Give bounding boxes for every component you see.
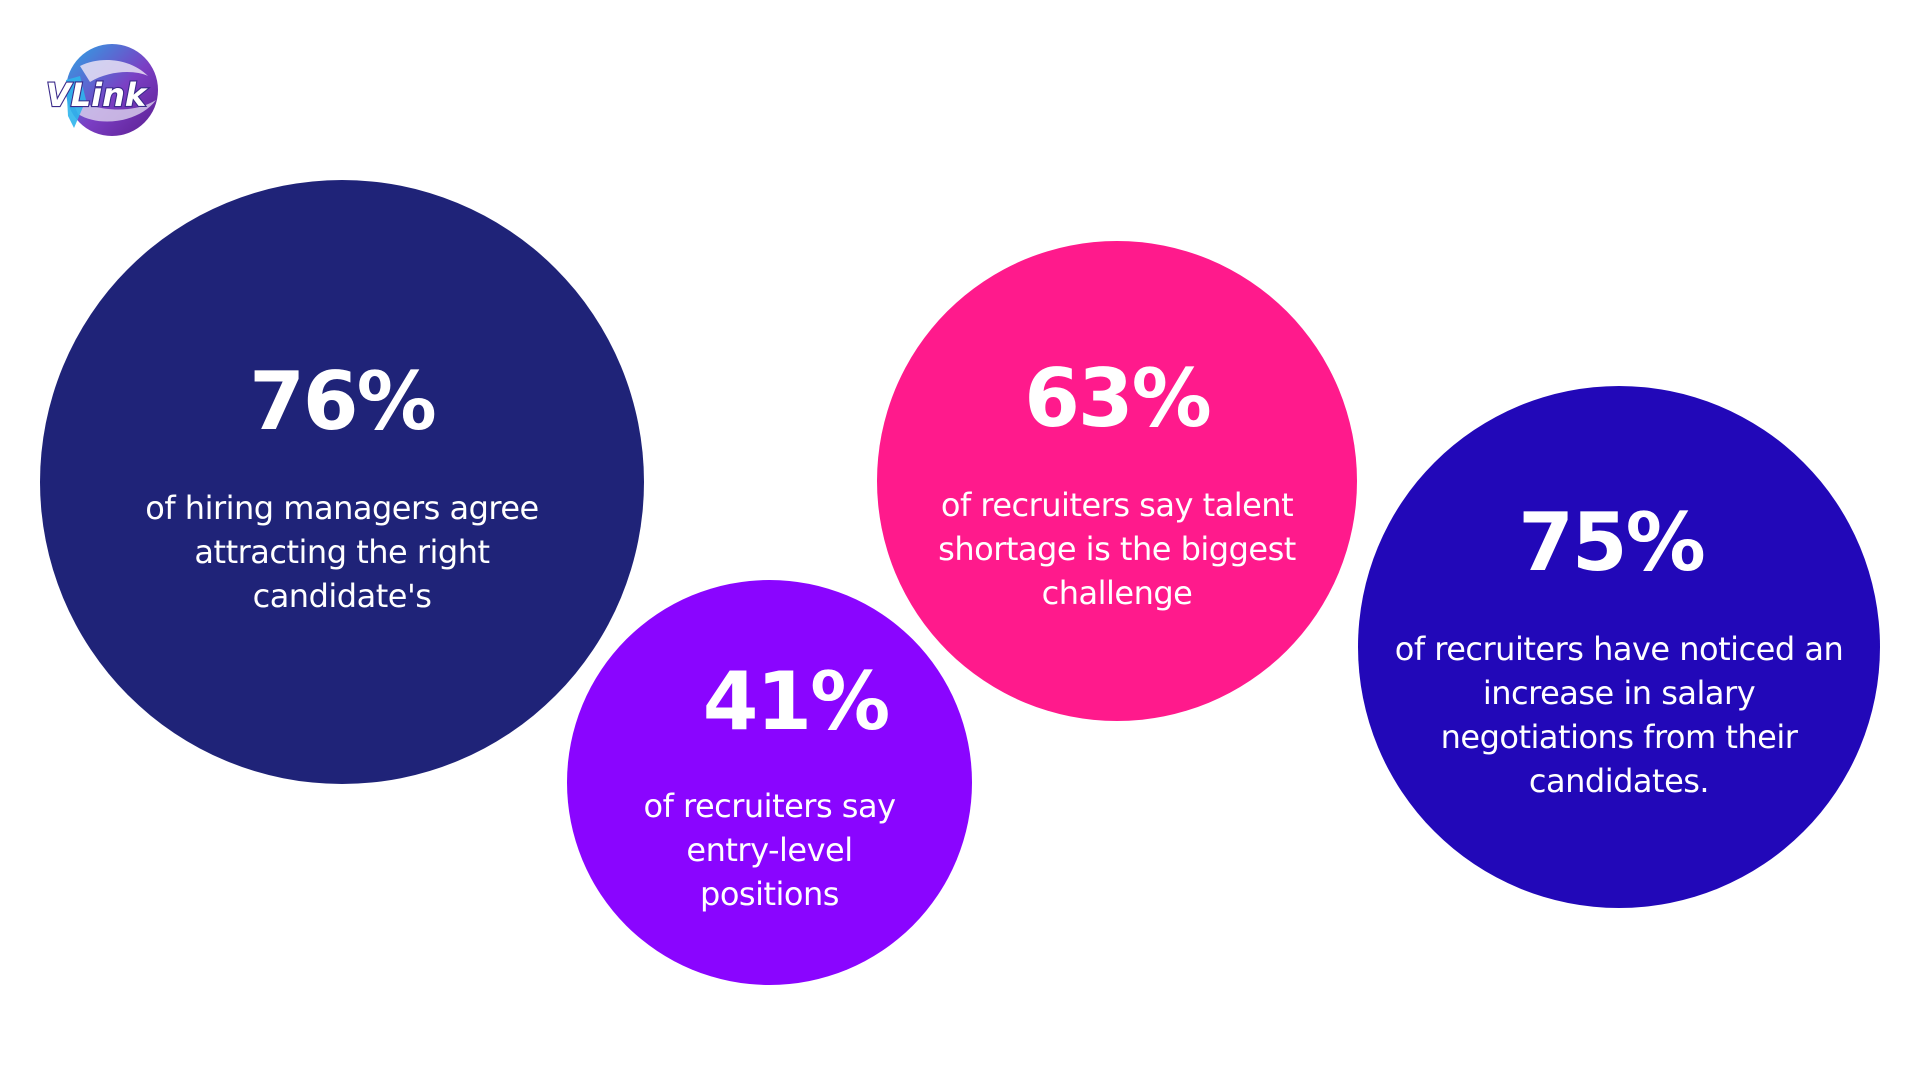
stat-bubble-salary-negotiations: 75% of recruiters have noticed an increa…: [1358, 386, 1880, 908]
stat-description: of recruiters say entry-level positions: [643, 787, 896, 913]
stat-value: 75%: [1518, 496, 1705, 589]
globe-icon: VLink: [45, 44, 158, 136]
stat-description: of recruiters say talent shortage is the…: [938, 486, 1296, 612]
vlink-logo: VLink: [40, 36, 190, 146]
stat-description: of recruiters have noticed an increase i…: [1394, 630, 1844, 800]
stat-value: 63%: [1024, 352, 1211, 445]
stat-bubble-talent-shortage: 63% of recruiters say talent shortage is…: [877, 241, 1357, 721]
logo-text: VLink: [46, 76, 148, 114]
stat-description: of hiring managers agree attracting the …: [145, 489, 539, 615]
stat-bubble-hiring-managers: 76% of hiring managers agree attracting …: [40, 180, 644, 784]
stat-value: 76%: [249, 355, 436, 448]
stat-value: 41%: [702, 655, 890, 748]
stat-bubble-entry-level: 41% of recruiters say entry-level positi…: [567, 580, 972, 985]
